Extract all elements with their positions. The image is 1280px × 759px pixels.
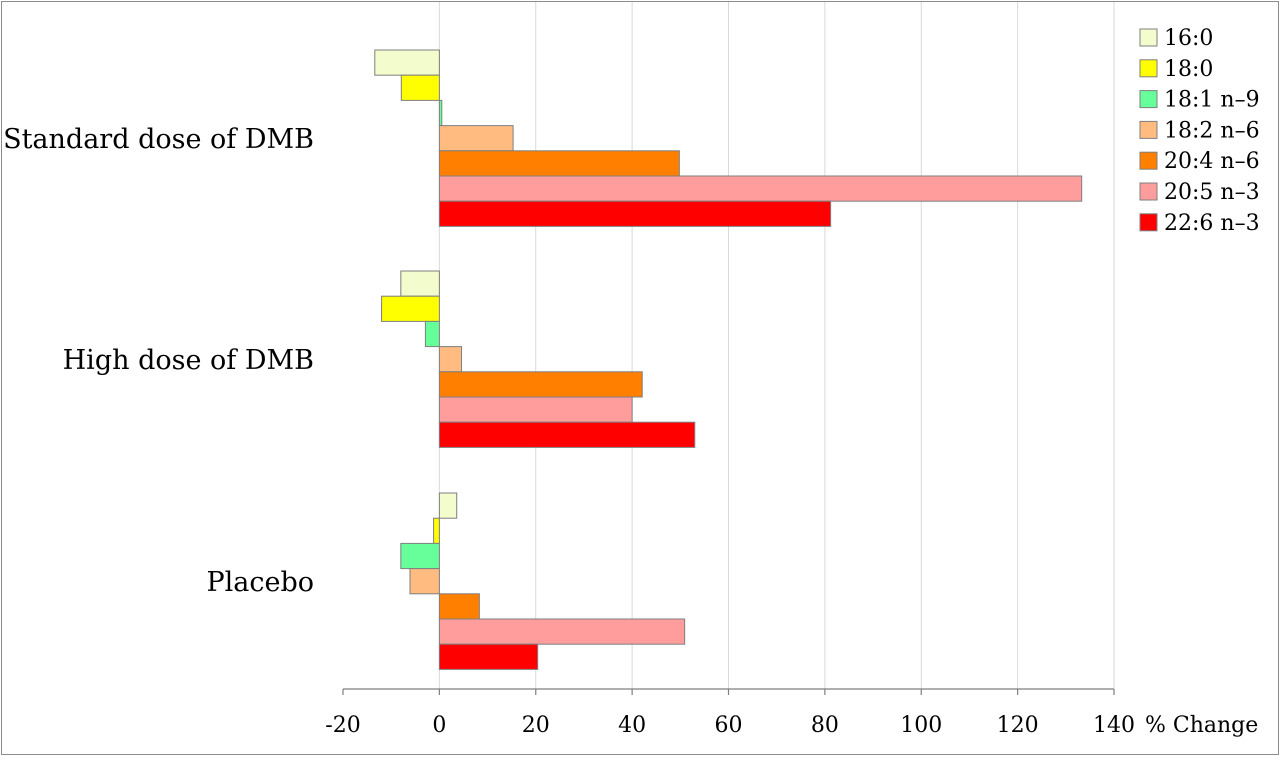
legend-swatch bbox=[1139, 28, 1158, 47]
bars bbox=[374, 49, 1083, 670]
legend-label: 20:5 n–3 bbox=[1164, 180, 1260, 205]
x-axis: -20 0 20 40 60 80 100 120 140 % Change bbox=[325, 688, 1258, 738]
legend: 16:0 18:0 18:1 n–9 18:2 n–6 20:4 n–6 20:5 n–3… bbox=[1139, 26, 1260, 236]
category-label: High dose of DMB bbox=[63, 345, 314, 376]
bar-2-0 bbox=[438, 492, 458, 519]
bar-1-5 bbox=[438, 396, 633, 423]
category-label: Standard dose of DMB bbox=[3, 124, 314, 155]
bar-0-5 bbox=[438, 175, 1083, 202]
legend-label: 22:6 n–3 bbox=[1164, 211, 1260, 236]
bar-2-3 bbox=[409, 568, 440, 595]
legend-swatch bbox=[1139, 120, 1158, 139]
bar-2-4 bbox=[438, 593, 480, 620]
bar-0-6 bbox=[438, 200, 832, 227]
bar-1-4 bbox=[438, 371, 643, 398]
x-tick-label: 40 bbox=[618, 713, 646, 738]
bar-0-2 bbox=[438, 99, 443, 127]
bar-0-3 bbox=[438, 125, 514, 152]
legend-label: 18:0 bbox=[1164, 57, 1213, 82]
bar-2-6 bbox=[438, 643, 539, 670]
bar-2-2 bbox=[400, 542, 440, 570]
bar-0-1 bbox=[400, 74, 440, 101]
legend-swatch bbox=[1139, 182, 1158, 201]
bar-1-3 bbox=[438, 346, 463, 373]
bar-1-2 bbox=[424, 320, 440, 348]
bar-2-5 bbox=[438, 618, 686, 645]
legend-swatch bbox=[1139, 90, 1158, 109]
bar-2-1 bbox=[433, 517, 440, 544]
x-tick-label: 100 bbox=[900, 713, 942, 738]
legend-label: 16:0 bbox=[1164, 26, 1213, 51]
x-tick-label: 80 bbox=[811, 713, 839, 738]
bar-0-0 bbox=[374, 49, 440, 76]
x-axis-title: % Change bbox=[1145, 713, 1258, 738]
bar-1-1 bbox=[381, 295, 440, 322]
legend-label: 18:2 n–6 bbox=[1164, 118, 1260, 143]
category-label: Placebo bbox=[206, 567, 314, 598]
legend-swatch bbox=[1139, 213, 1158, 232]
bar-1-6 bbox=[438, 421, 696, 448]
category-labels: Standard dose of DMB High dose of DMB Plac… bbox=[3, 124, 314, 598]
grid-lines bbox=[438, 2, 1115, 689]
x-tick-label: -20 bbox=[325, 713, 360, 738]
legend-swatch bbox=[1139, 151, 1158, 170]
legend-swatch bbox=[1139, 59, 1158, 78]
x-tick-label: 120 bbox=[997, 713, 1039, 738]
bar-1-0 bbox=[400, 270, 440, 297]
legend-label: 18:1 n–9 bbox=[1164, 88, 1260, 113]
x-tick-label: 60 bbox=[715, 713, 743, 738]
x-tick-label: 140 bbox=[1093, 713, 1135, 738]
legend-label: 20:4 n–6 bbox=[1164, 149, 1260, 174]
x-tick-label: 0 bbox=[432, 713, 446, 738]
x-tick-label: 20 bbox=[522, 713, 550, 738]
bar-0-4 bbox=[438, 150, 680, 177]
